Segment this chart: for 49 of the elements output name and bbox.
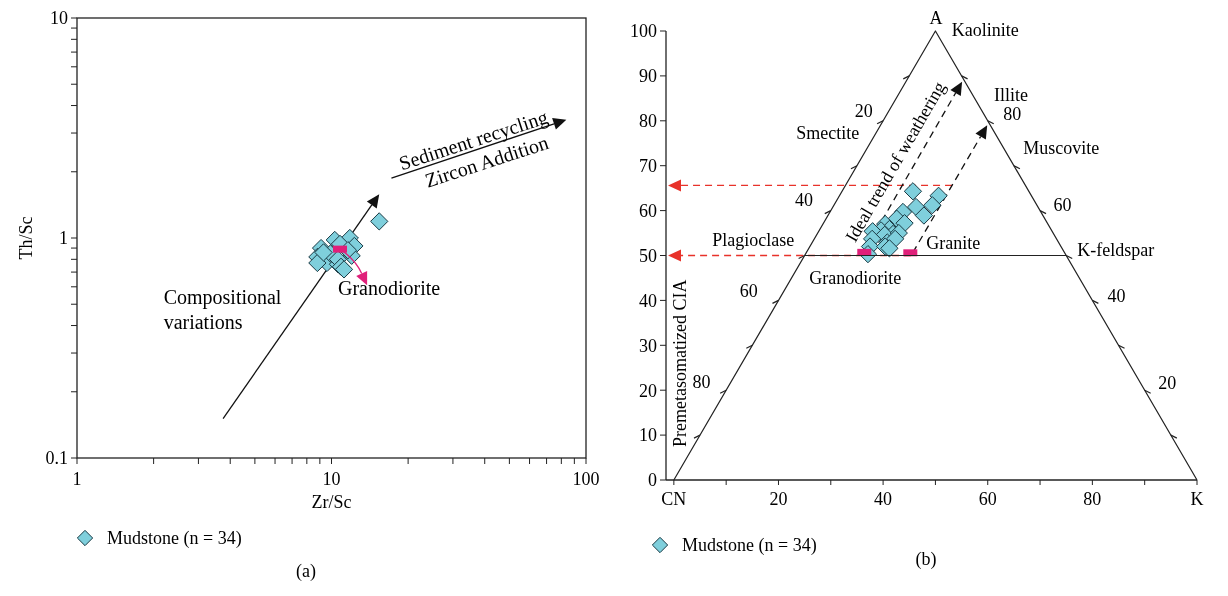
- x-tick-label: K: [1190, 489, 1204, 509]
- annotation: Muscovite: [1023, 138, 1100, 159]
- annotation: Plagioclase: [712, 229, 795, 250]
- annotation: 60: [1053, 194, 1072, 215]
- y-tick-label: 1: [59, 228, 68, 249]
- annotation: Granite: [926, 233, 981, 254]
- x-tick-label: CN: [661, 489, 687, 509]
- annotation: Illite: [994, 84, 1029, 105]
- annotation: Smectite: [796, 123, 860, 144]
- x-tick-label: 1: [72, 469, 82, 489]
- y-tick-label: 80: [639, 111, 657, 132]
- annotation: Kaolinite: [951, 20, 1019, 41]
- y-tick-label: 0: [648, 470, 657, 491]
- annotation: 40: [1107, 286, 1126, 307]
- annotation: 40: [795, 189, 814, 210]
- annotation: Granodiorite: [809, 267, 902, 288]
- y-tick-label: 10: [50, 8, 68, 29]
- y-tick-label: 50: [639, 245, 657, 266]
- text: (b): [915, 549, 937, 570]
- y-tick-label: 30: [639, 335, 657, 356]
- legend-label: Mudstone (n = 34): [682, 535, 817, 557]
- y-tick-label: 20: [639, 380, 657, 401]
- annotation: Compositional variations: [163, 286, 282, 334]
- y-axis-title: Th/Sc: [16, 216, 37, 260]
- y-axis-title: Premetasomatized CIA: [670, 279, 691, 447]
- text: A: [929, 7, 943, 28]
- x-tick-label: 100: [572, 469, 600, 489]
- annotation: 80: [1003, 103, 1022, 124]
- x-tick-label: 10: [322, 469, 341, 489]
- x-tick-label: 80: [1083, 489, 1102, 509]
- y-tick-label: 40: [639, 290, 657, 311]
- annotation: 60: [739, 280, 758, 301]
- x-tick-label: 60: [978, 489, 997, 509]
- y-tick-label: 70: [639, 156, 657, 176]
- legend-label: Mudstone (n = 34): [107, 528, 242, 550]
- y-tick-label: 10: [639, 425, 657, 446]
- x-tick-label: 40: [874, 489, 893, 509]
- y-tick-label: 90: [639, 66, 657, 87]
- annotation: 80: [692, 372, 711, 393]
- annotation: 20: [1158, 373, 1177, 394]
- y-tick-label: 0.1: [45, 448, 68, 469]
- annotation: Granodiorite: [338, 277, 441, 300]
- x-tick-label: 20: [769, 489, 788, 509]
- y-tick-label: 60: [639, 200, 657, 221]
- annotation: 20: [854, 101, 873, 122]
- text: (a): [296, 561, 316, 582]
- x-axis-title: Zr/Sc: [311, 492, 352, 512]
- y-tick-label: 100: [630, 21, 657, 42]
- annotation: K-feldspar: [1077, 240, 1155, 261]
